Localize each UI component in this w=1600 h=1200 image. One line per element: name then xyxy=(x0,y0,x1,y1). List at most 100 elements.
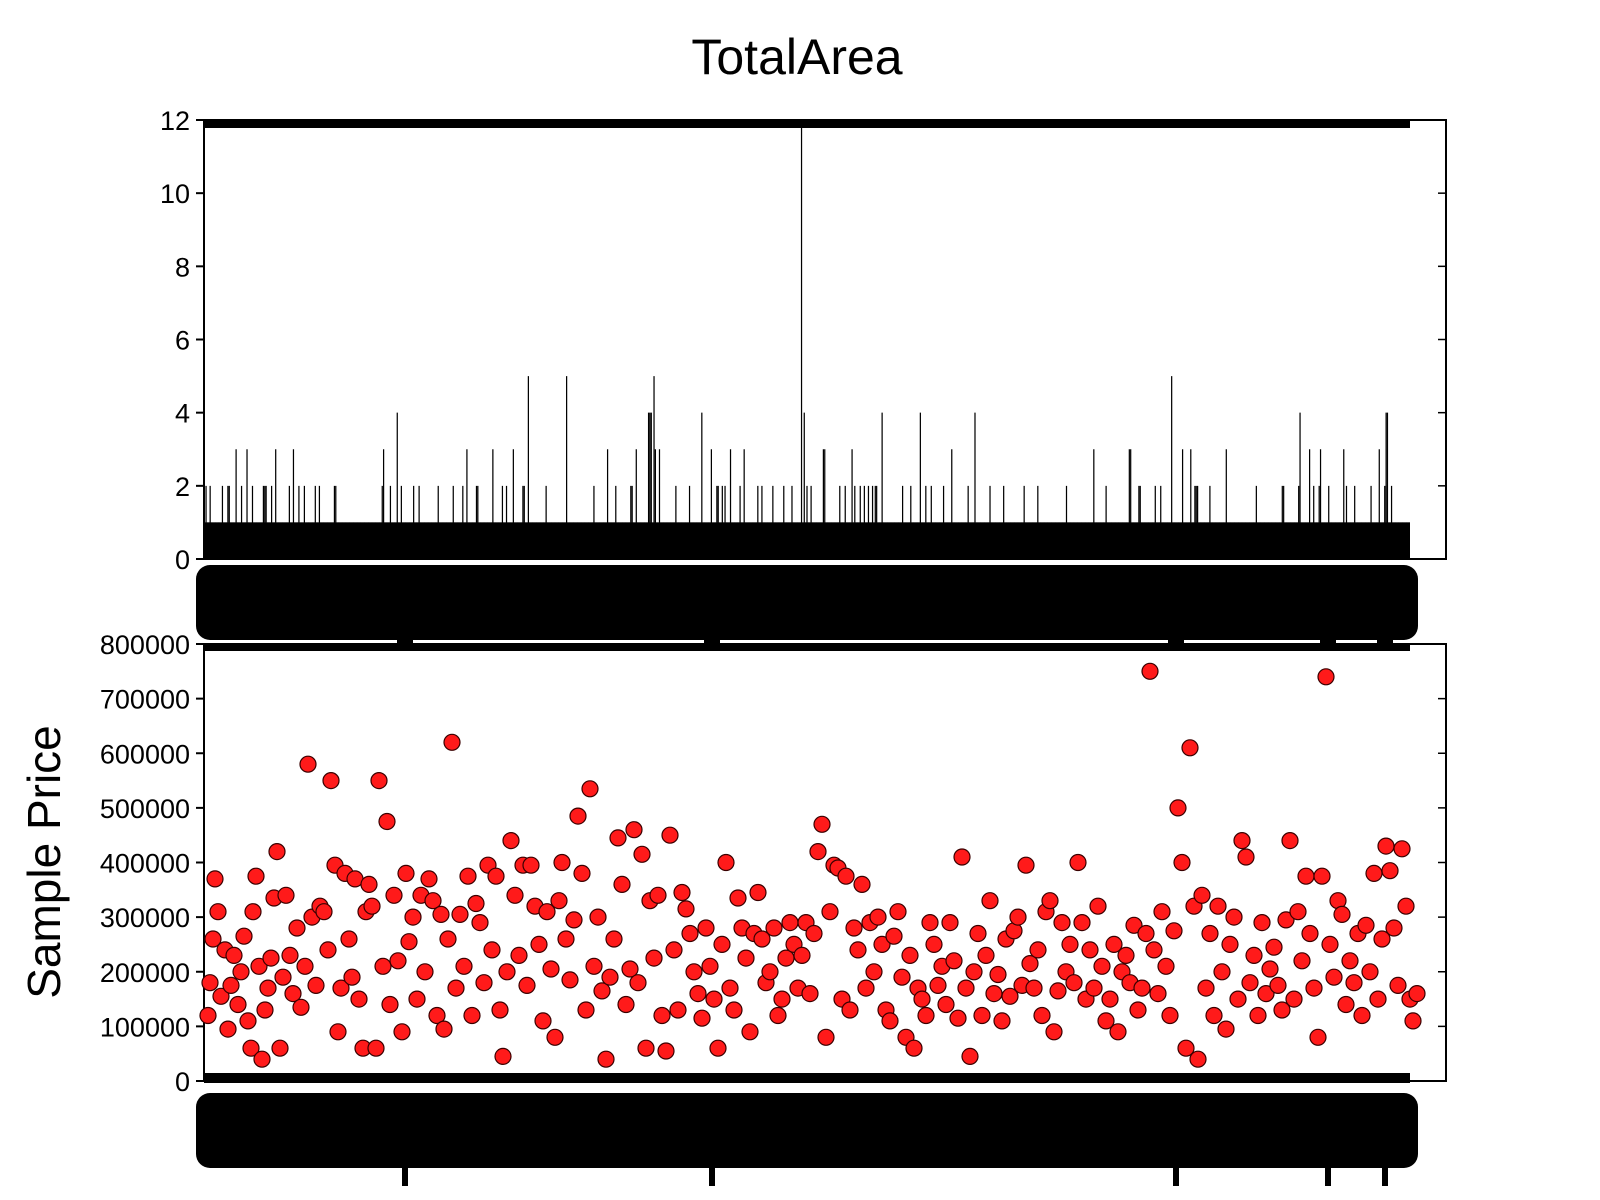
scatter-point xyxy=(1089,897,1107,915)
scatter-point xyxy=(949,1009,967,1027)
bar-base-block xyxy=(204,522,1410,559)
y-tick-label: 300000 xyxy=(100,903,190,933)
scatter-point xyxy=(625,821,643,839)
scatter-point xyxy=(393,1023,411,1041)
scatter-point xyxy=(1381,862,1399,880)
scatter-point xyxy=(483,941,501,959)
scatter-point xyxy=(424,892,442,910)
scatter-point xyxy=(981,892,999,910)
scatter-point xyxy=(1397,897,1415,915)
scatter-point xyxy=(1105,935,1123,954)
scatter-point xyxy=(1385,919,1403,937)
scatter-point xyxy=(329,1023,347,1041)
y-tick-label: 0 xyxy=(175,1067,190,1097)
scatter-point xyxy=(1289,903,1307,921)
scatter-point xyxy=(381,995,399,1014)
figure-title: TotalArea xyxy=(691,29,902,85)
scatter-point xyxy=(385,886,403,904)
scatter-point xyxy=(1017,856,1035,874)
scatter-point xyxy=(259,979,277,997)
scatter-point xyxy=(1129,1001,1147,1019)
scatter-point xyxy=(1021,954,1039,973)
scatter-point xyxy=(1193,886,1211,904)
scatter-point xyxy=(1277,911,1295,929)
scatter-point xyxy=(1404,1012,1422,1030)
scatter-point xyxy=(1061,935,1079,954)
scatter-point xyxy=(506,886,524,904)
scatter-point xyxy=(1373,930,1391,948)
scatter-point xyxy=(288,919,306,937)
y-tick-label: 0 xyxy=(175,545,190,575)
scatter-point xyxy=(538,903,556,921)
scatter-point xyxy=(416,963,434,981)
scatter-point xyxy=(229,995,247,1014)
scatter-point xyxy=(917,1006,935,1025)
scatter-point xyxy=(1345,974,1363,992)
scatter-point xyxy=(1393,840,1411,858)
scatter-point xyxy=(443,733,461,751)
scatter-point xyxy=(721,979,739,997)
bar-x-tick-labels xyxy=(196,565,1418,648)
scatter-point xyxy=(573,864,591,883)
scatter-point xyxy=(1361,963,1379,981)
scatter-point xyxy=(546,1028,564,1046)
scatter-point xyxy=(239,1012,257,1030)
x-tick-label-outlier xyxy=(1325,1168,1331,1186)
scatter-point xyxy=(1269,976,1287,995)
top-tick-band xyxy=(204,119,1410,128)
x-tick-label-outlier xyxy=(402,1168,408,1186)
scatter-point xyxy=(1233,831,1251,850)
scatter-point xyxy=(1301,924,1319,943)
scatter-point xyxy=(219,1020,237,1038)
scatter-point xyxy=(557,930,575,948)
scatter-point xyxy=(753,930,771,948)
scatter-point xyxy=(873,935,891,954)
scatter-point xyxy=(232,963,250,981)
scatter-point xyxy=(315,903,333,921)
scatter-point xyxy=(1109,1023,1127,1041)
scatter-point xyxy=(1369,990,1387,1008)
scatter-point xyxy=(225,946,243,965)
scatter-point xyxy=(609,829,627,847)
scatter-point xyxy=(741,1023,759,1041)
scatter-point xyxy=(653,1006,671,1025)
scatter-point xyxy=(1229,990,1247,1008)
scatter-point xyxy=(1305,979,1323,997)
scatter-point xyxy=(350,990,368,1008)
x-tick-label-band xyxy=(196,565,1418,640)
scatter-point xyxy=(498,963,516,981)
scatter-point xyxy=(277,886,295,904)
y-tick-label: 200000 xyxy=(100,958,190,988)
scatter-point xyxy=(1353,1006,1371,1025)
scatter-point xyxy=(1197,979,1215,997)
x-tick-label-band xyxy=(196,1093,1418,1168)
scatter-point xyxy=(1181,739,1199,757)
scatter-point xyxy=(1261,960,1279,978)
scatter-point xyxy=(765,919,783,937)
scatter-point xyxy=(817,1028,835,1046)
scatter-point xyxy=(1081,941,1099,959)
scatter-point xyxy=(1041,892,1059,910)
scatter-point xyxy=(869,908,887,926)
scatter-point xyxy=(1141,662,1159,680)
y-tick-label: 12 xyxy=(160,106,190,136)
scatter-point xyxy=(857,979,875,997)
bar-series xyxy=(204,120,1410,559)
scatter-point xyxy=(629,974,647,992)
scatter-point xyxy=(837,867,855,885)
scatter-point xyxy=(885,927,903,945)
scatter-point xyxy=(1025,979,1043,997)
scatter-x-tick-labels xyxy=(196,1093,1418,1186)
scatter-point xyxy=(494,1047,512,1066)
scatter-point xyxy=(296,957,314,975)
scatter-point xyxy=(206,870,224,888)
scatter-point xyxy=(1173,853,1191,872)
scatter-point xyxy=(242,1039,260,1057)
scatter-point xyxy=(717,853,735,872)
scatter-point xyxy=(749,883,767,902)
scatter-point xyxy=(793,946,811,965)
scatter-point xyxy=(1357,916,1375,934)
scatter-point xyxy=(929,976,947,995)
scatter-point xyxy=(534,1012,552,1030)
scatter-point xyxy=(969,924,987,943)
